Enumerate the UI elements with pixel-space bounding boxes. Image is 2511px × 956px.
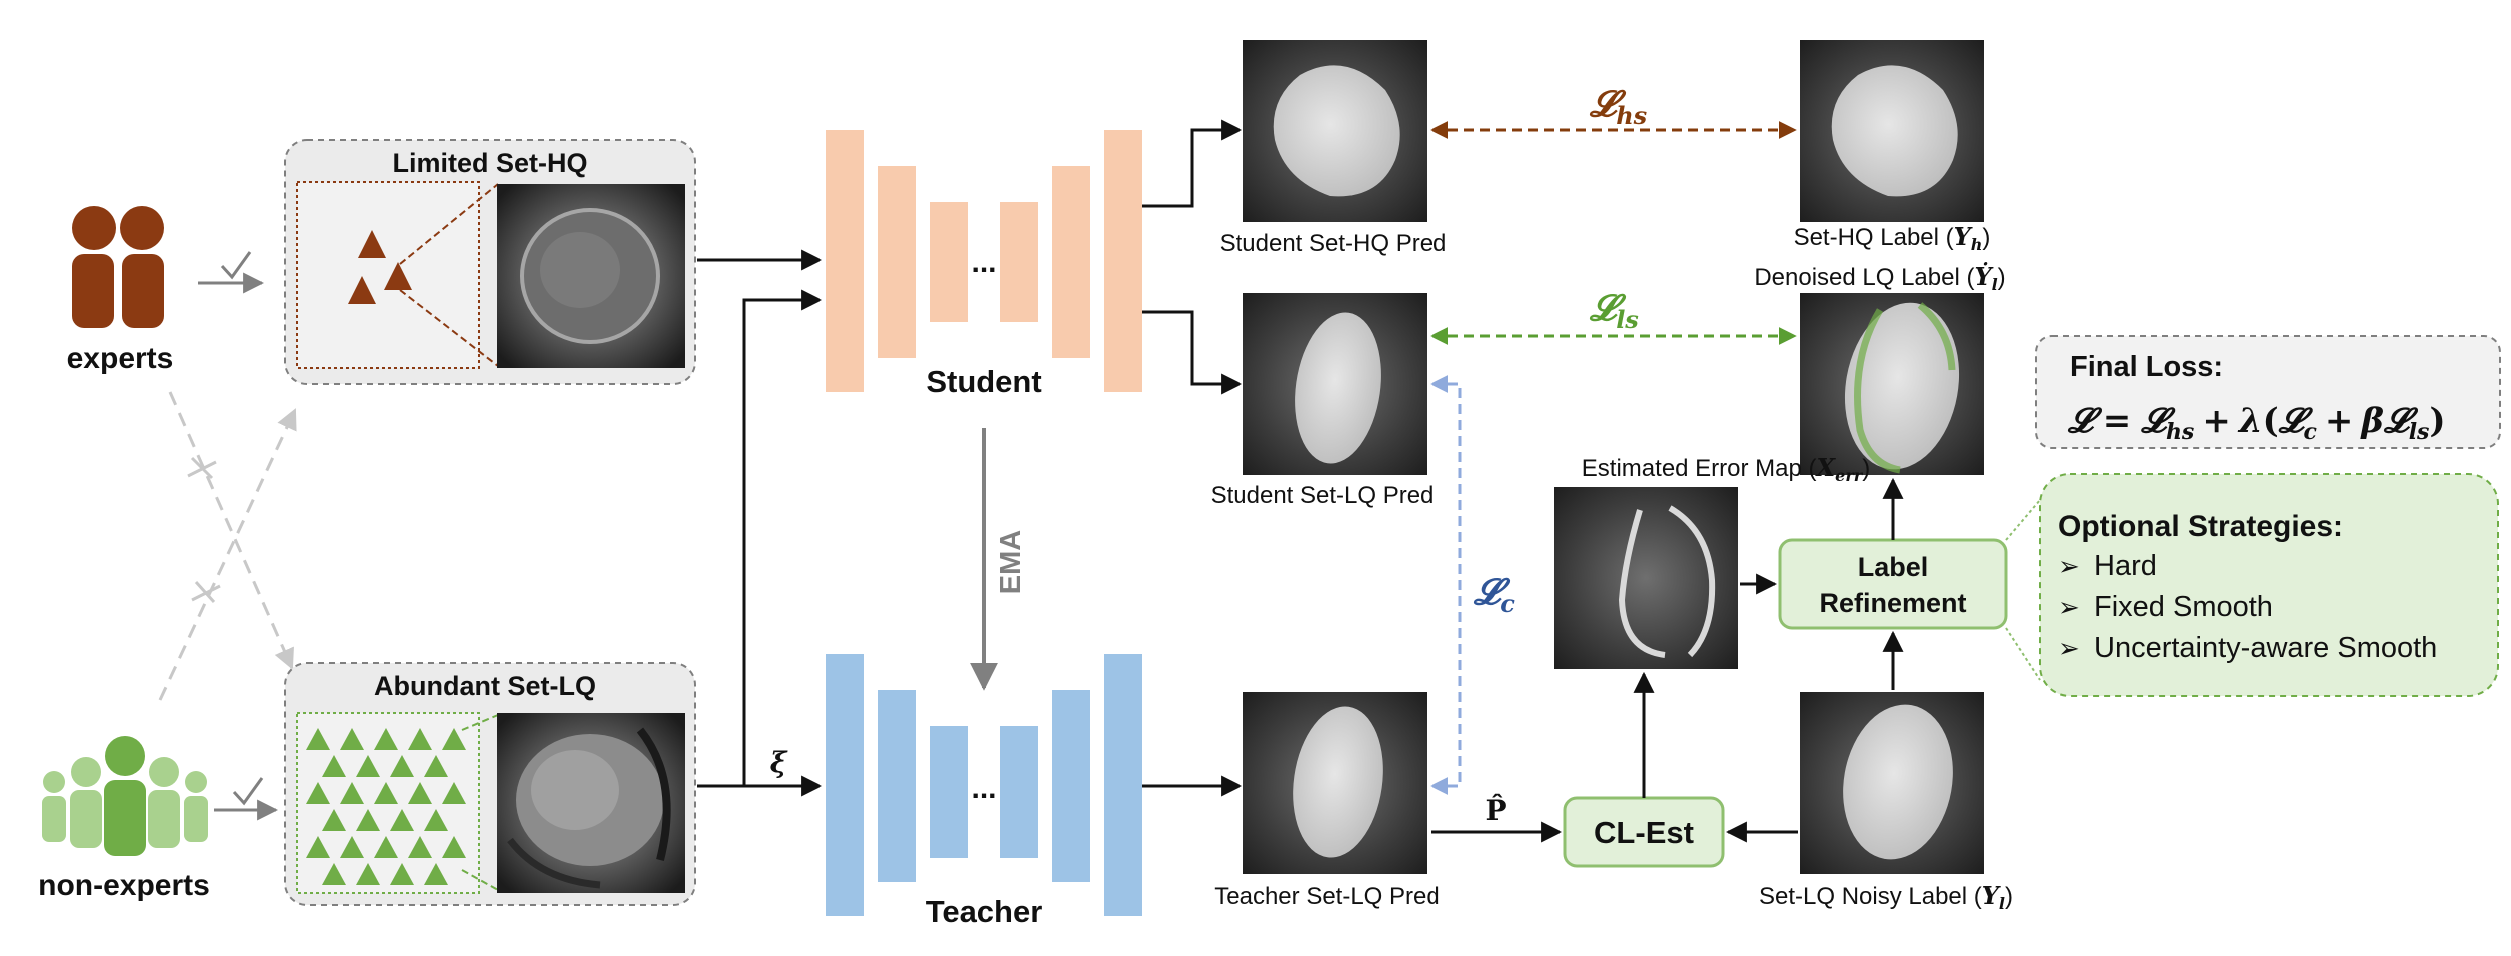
student-hq-pred-caption: Student Set-HQ Pred xyxy=(1220,230,1447,257)
strategy-item: Fixed Smooth xyxy=(2094,591,2273,623)
hq-label-caption: Set-HQ Label (Yh) xyxy=(1794,222,1991,254)
lq-annotation-triangle xyxy=(374,782,398,804)
lq-annotation-triangle xyxy=(442,836,466,858)
strategy-item: Hard xyxy=(2094,550,2157,582)
lq-annotation-triangle xyxy=(424,809,448,831)
hq-mri-image xyxy=(497,184,685,368)
ema-label: EMA xyxy=(995,530,1027,595)
hq-annotation-triangle xyxy=(358,230,386,258)
p-hat-label: P̂ xyxy=(1485,794,1506,827)
hq-annotation-triangle xyxy=(384,262,412,290)
final-loss-equation: 𝓛 = 𝓛hs + λ(𝓛c + β𝓛ls) xyxy=(2067,401,2446,445)
noise-symbol: ξ xyxy=(770,746,788,779)
cl-est-box: CL-Est xyxy=(1563,796,1725,868)
lq-annotation-triangle xyxy=(374,728,398,750)
student-label: Student xyxy=(926,364,1041,399)
strategy-bullet-icon: ➢ xyxy=(2058,593,2080,623)
experts-icon xyxy=(72,206,164,328)
optional-strategies-panel: Optional Strategies: ➢ Hard➢ Fixed Smooth➢… xyxy=(2039,473,2499,697)
lq-annotation-triangle xyxy=(356,809,380,831)
final-loss-title: Final Loss: xyxy=(2070,351,2223,383)
label-refinement-line1: Label xyxy=(1858,552,1929,582)
student-lq-pred-image xyxy=(1243,293,1427,475)
ema-arrow: EMA xyxy=(970,428,1027,691)
final-loss-panel: Final Loss: 𝓛 = 𝓛hs + λ(𝓛c + β𝓛ls) xyxy=(2035,335,2501,449)
crossed-annotation-arrows xyxy=(158,391,297,701)
lq-annotation-triangle xyxy=(424,755,448,777)
non-expert-check-arrow xyxy=(214,777,279,821)
strategy-bullet-icon: ➢ xyxy=(2058,634,2080,664)
lq-annotation-triangle xyxy=(356,863,380,885)
lq-annotation-triangle xyxy=(340,728,364,750)
lq-annotation-triangles xyxy=(306,728,466,885)
teacher-network: ... xyxy=(826,654,1142,916)
error-map-image xyxy=(1554,487,1738,669)
student-ellipsis: ... xyxy=(971,246,996,279)
teacher-label: Teacher xyxy=(926,894,1043,929)
loss-c-arrow: 𝓛c xyxy=(1430,375,1515,795)
label-refinement-box: Label Refinement xyxy=(1778,538,2008,630)
strategy-bullet-icon: ➢ xyxy=(2058,552,2080,582)
lq-annotation-triangle xyxy=(306,782,330,804)
expert-check-arrow xyxy=(198,251,265,294)
student-lq-pred-caption: Student Set-LQ Pred xyxy=(1211,482,1434,509)
lq-annotation-triangle xyxy=(356,755,380,777)
lq-annotation-triangle xyxy=(322,755,346,777)
student-hq-pred-image xyxy=(1243,40,1427,222)
output-arrows xyxy=(1142,119,1243,797)
denoised-label-caption: Denoised LQ Label (Ẏl) xyxy=(1754,262,2005,294)
lq-annotation-triangle xyxy=(442,782,466,804)
lq-annotation-triangle xyxy=(374,836,398,858)
lq-annotation-triangle xyxy=(340,836,364,858)
cl-est-label: CL-Est xyxy=(1594,815,1694,850)
lq-annotation-triangle xyxy=(390,809,414,831)
noisy-label-caption: Set-LQ Noisy Label (Yl) xyxy=(1759,881,2013,913)
strategies-title: Optional Strategies: xyxy=(2058,510,2343,543)
lq-annotation-triangle xyxy=(390,863,414,885)
lq-annotation-triangle xyxy=(442,728,466,750)
loss-hs-label: 𝓛hs xyxy=(1589,83,1648,130)
set-hq-title: Limited Set-HQ xyxy=(392,148,587,178)
teacher-lq-pred-image xyxy=(1243,692,1427,874)
lq-annotation-triangle xyxy=(322,863,346,885)
student-network: ... xyxy=(826,130,1142,392)
set-lq-panel: Abundant Set-LQ xyxy=(284,662,696,906)
lq-annotation-triangle xyxy=(322,809,346,831)
experts-label: experts xyxy=(67,342,174,375)
hq-annotation-triangle xyxy=(348,276,376,304)
set-lq-title: Abundant Set-LQ xyxy=(374,671,596,701)
label-refinement-line2: Refinement xyxy=(1819,588,1966,618)
teacher-lq-pred-caption: Teacher Set-LQ Pred xyxy=(1214,883,1439,910)
denoised-label-image xyxy=(1800,293,1984,475)
error-map-caption: Estimated Error Map (Xerr) xyxy=(1582,453,1870,485)
cl-est-arrows: P̂ xyxy=(1431,671,1798,843)
loss-c-label: 𝓛c xyxy=(1473,571,1515,618)
lq-annotation-triangle xyxy=(408,782,432,804)
lq-annotation-triangle xyxy=(306,728,330,750)
lq-mri-image xyxy=(497,713,685,893)
lq-annotation-triangle xyxy=(340,782,364,804)
strategy-list: ➢ Hard ➢ Fixed Smooth ➢ Uncertainty-aware Smo… xyxy=(2058,550,2437,664)
strategy-item: Uncertainty-aware Smooth xyxy=(2094,632,2437,664)
lq-annotation-triangle xyxy=(390,755,414,777)
loss-ls-arrow: 𝓛ls xyxy=(1430,287,1797,345)
lq-annotation-triangle xyxy=(306,836,330,858)
noisy-label-image xyxy=(1800,692,1984,874)
lq-annotation-triangle xyxy=(408,836,432,858)
loss-hs-arrow: 𝓛hs xyxy=(1430,83,1797,139)
set-hq-panel: Limited Set-HQ xyxy=(284,139,696,385)
input-arrows: ξ xyxy=(697,249,823,797)
lq-annotation-triangle xyxy=(424,863,448,885)
hq-label-image xyxy=(1800,40,1984,222)
non-experts-label: non-experts xyxy=(38,869,210,902)
loss-ls-label: 𝓛ls xyxy=(1589,287,1639,334)
non-experts-icon xyxy=(42,736,208,856)
lq-annotation-triangle xyxy=(408,728,432,750)
refinement-arrows xyxy=(1740,477,2041,690)
teacher-ellipsis: ... xyxy=(971,772,996,805)
